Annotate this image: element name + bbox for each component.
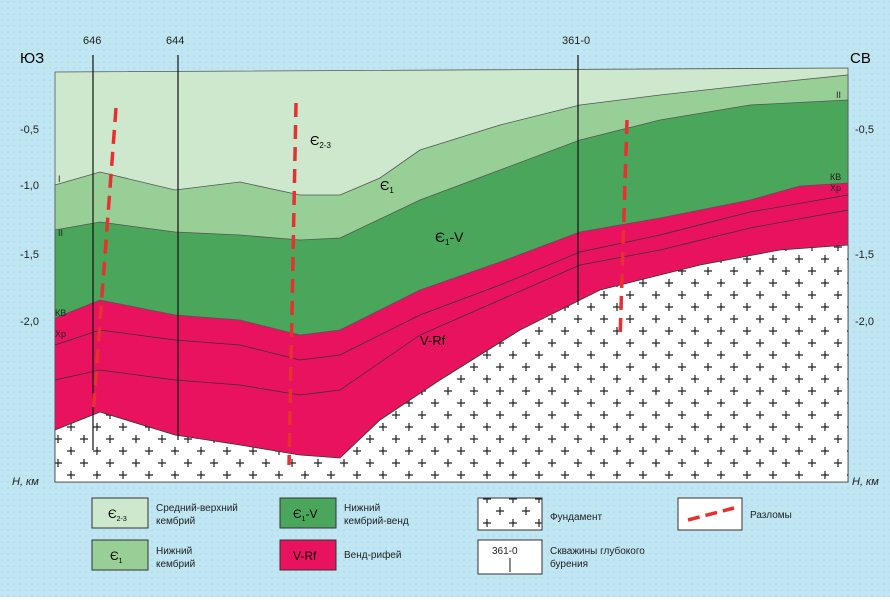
rest: -V <box>306 507 318 521</box>
well-label: 361-0 <box>562 35 590 47</box>
depth-label: -0,5 <box>20 124 39 136</box>
faults <box>91 102 629 466</box>
depth-label: -2,0 <box>855 316 874 328</box>
sub: 2-3 <box>117 516 127 523</box>
fault <box>618 119 629 341</box>
legend-line: Скважины глубокого <box>550 545 645 557</box>
depth-label: -2,0 <box>20 316 39 328</box>
swatch-label: V-Rf <box>293 549 317 563</box>
wells <box>92 55 579 450</box>
basement <box>54 244 849 483</box>
swatch <box>279 497 337 529</box>
swatch <box>91 497 149 529</box>
swatch <box>477 497 543 531</box>
depth-label: -1,0 <box>20 180 39 192</box>
depth-unit: H, км <box>852 476 879 488</box>
horizon-label: Хр <box>830 183 841 193</box>
sub: 2-3 <box>319 141 331 150</box>
section <box>54 55 849 483</box>
horizon-label: I <box>58 174 61 184</box>
legend-line: бурения <box>550 558 588 570</box>
symbol: Є <box>293 507 302 521</box>
horizon-label: II <box>836 90 841 100</box>
legend-line: кембрий-венд <box>344 515 409 527</box>
legend-label: Фундамент <box>550 512 602 523</box>
depth-label: -1,5 <box>20 249 39 261</box>
depth-label: -0,5 <box>855 124 874 136</box>
sub: 1 <box>445 238 450 247</box>
depth-unit: H, км <box>12 476 39 488</box>
legend-line: кембрий <box>156 515 195 527</box>
horizon-lines <box>54 194 849 396</box>
sub: 1 <box>119 558 123 565</box>
well-label: 646 <box>83 35 101 47</box>
symbol: Є <box>108 507 117 521</box>
legend-line: кембрий <box>156 558 195 570</box>
sub: 1 <box>389 186 394 195</box>
legend-line: Нижний <box>344 503 380 514</box>
swatch-label: 361-0 <box>492 546 518 557</box>
symbol: Є <box>310 133 319 148</box>
symbol: Є <box>380 178 389 193</box>
horizon-label: Хр <box>55 329 66 339</box>
legend-label: Разломы <box>750 510 792 521</box>
legend-label: Нижний кембрий <box>156 546 195 570</box>
layer-label: Є1-V <box>435 229 464 247</box>
symbol: Є <box>110 549 119 563</box>
legend-label: Скважины глубокого бурения <box>550 545 645 570</box>
swatch <box>279 539 337 571</box>
swatch <box>91 539 149 571</box>
fault <box>91 107 118 416</box>
fault <box>287 102 298 466</box>
well-label: 644 <box>166 35 184 47</box>
swatch-label: Є2-3 <box>108 507 127 523</box>
horizon-label: II <box>58 228 63 238</box>
compass-left: ЮЗ <box>20 50 44 67</box>
layer-label: V-Rf <box>420 333 446 348</box>
symbol: Є <box>435 229 445 245</box>
depth-label: -1,5 <box>855 249 874 261</box>
rest: -V <box>450 229 465 245</box>
layer-label: Є2-3 <box>310 133 331 150</box>
horizon-label: КВ <box>830 172 841 182</box>
compass-right: СВ <box>850 50 871 67</box>
legend-line: Нижний <box>156 546 192 557</box>
swatch-label: Є1-V <box>293 507 318 523</box>
swatch-label: Є1 <box>110 549 123 565</box>
legend-line: Средний-верхний <box>156 503 238 514</box>
sub: 1 <box>302 516 306 523</box>
legend-label: Средний-верхний кембрий <box>156 503 238 527</box>
fault-icon <box>687 506 735 522</box>
legend: Є2-3 Средний-верхний кембрий Є1 Нижний кем… <box>91 497 792 575</box>
layer-label: Є1 <box>380 178 394 195</box>
legend-label: Венд-рифей <box>344 549 401 561</box>
legend-label: Нижний кембрий-венд <box>344 503 409 527</box>
horizon-label: КВ <box>55 308 66 318</box>
